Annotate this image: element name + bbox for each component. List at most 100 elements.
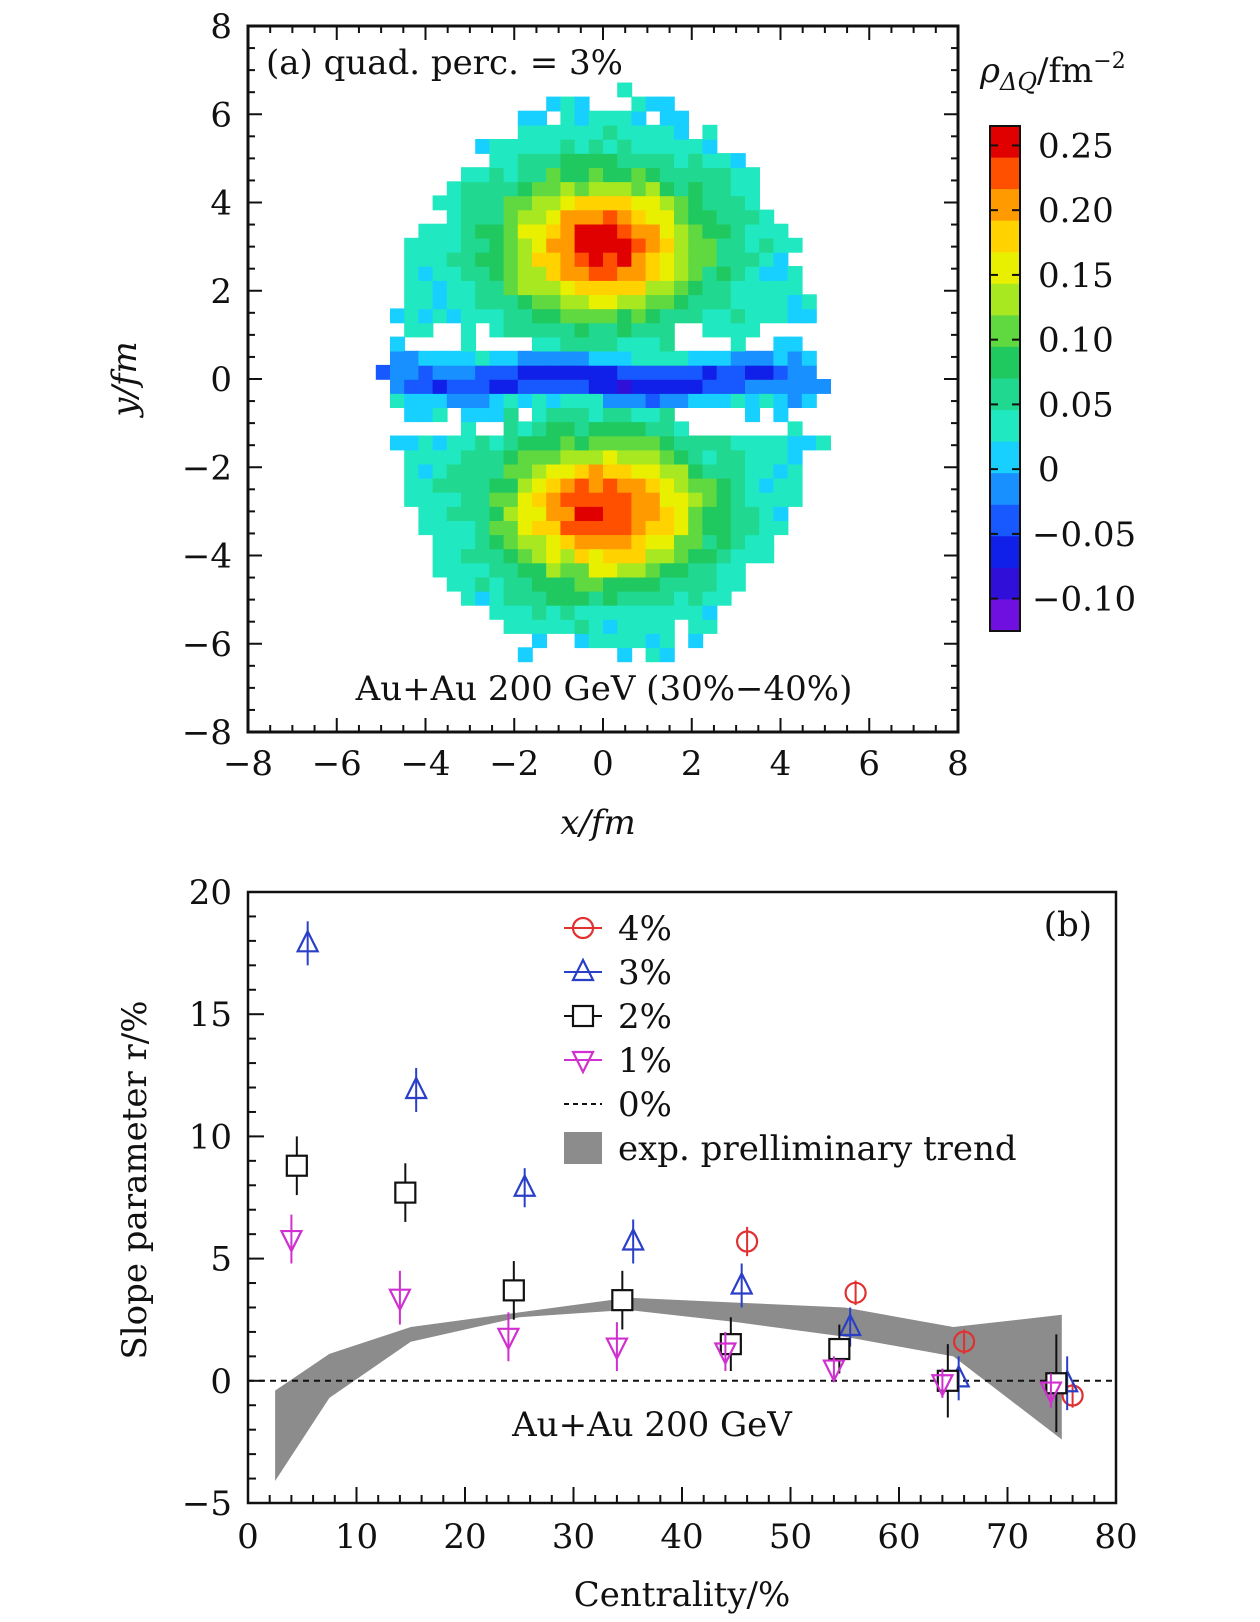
field-cell — [560, 619, 576, 634]
colorbar-tick-label: 0 — [1038, 450, 1060, 490]
field-cell — [730, 520, 746, 536]
field-cell — [631, 195, 647, 211]
field-cell — [716, 534, 732, 550]
field-cell — [489, 181, 505, 197]
field-cell — [659, 167, 675, 183]
field-cell — [603, 181, 618, 197]
field-cell — [588, 520, 604, 536]
field-cell — [560, 520, 576, 536]
field-cell — [588, 237, 604, 253]
field-cell — [759, 350, 775, 366]
field-cell — [503, 251, 519, 267]
field-cell — [560, 379, 576, 394]
colorbar-tick-label: 0.10 — [1038, 321, 1114, 361]
field-cell — [461, 407, 476, 423]
field-cell — [631, 280, 647, 296]
field-cell — [773, 492, 789, 507]
field-cell — [503, 463, 519, 479]
field-cell — [645, 223, 661, 239]
field-cell — [418, 449, 434, 465]
field-cell — [532, 463, 547, 479]
field-cell — [716, 492, 732, 507]
field-cell — [503, 534, 519, 550]
field-cell — [489, 195, 505, 211]
field-cell — [404, 407, 420, 423]
field-cell — [617, 266, 633, 281]
field-cell — [730, 195, 746, 211]
field-cell — [432, 534, 448, 550]
field-cell — [645, 280, 661, 296]
field-cell — [702, 124, 718, 140]
field-cell — [574, 181, 590, 197]
field-cell — [432, 506, 448, 521]
field-cell — [574, 548, 590, 564]
field-cell — [702, 548, 718, 564]
field-cell — [773, 294, 789, 310]
field-cell — [574, 96, 590, 112]
field-cell — [603, 492, 618, 507]
field-cell — [716, 350, 732, 366]
field-cell — [787, 393, 803, 408]
field-cell — [617, 506, 633, 521]
field-cell — [517, 124, 533, 140]
colorbar-segment — [990, 473, 1020, 506]
y-tick-label: 4 — [210, 184, 232, 224]
field-cell — [517, 294, 533, 310]
field-cell — [674, 195, 689, 211]
colorbar-segment — [990, 283, 1020, 316]
field-cell — [446, 463, 462, 479]
field-cell — [631, 294, 647, 310]
field-cell — [688, 209, 704, 225]
field-cell — [560, 492, 576, 507]
y-tick-label: 10 — [189, 1117, 232, 1157]
field-cell — [603, 562, 618, 578]
field-cell — [546, 322, 562, 338]
field-cell — [787, 449, 803, 465]
field-cell — [574, 322, 590, 338]
field-cell — [532, 449, 547, 465]
field-cell — [461, 251, 476, 267]
field-cell — [659, 322, 675, 338]
field-cell — [603, 336, 618, 352]
field-cell — [702, 576, 718, 592]
y-tick-label: 5 — [210, 1240, 232, 1280]
field-cell — [560, 124, 576, 140]
field-cell — [631, 379, 647, 394]
field-cell — [617, 590, 633, 606]
field-cell — [560, 336, 576, 352]
field-cell — [659, 520, 675, 536]
field-cell — [688, 266, 704, 281]
field-cell — [574, 590, 590, 606]
legend-item: 1% — [564, 1041, 672, 1081]
field-cell — [503, 167, 519, 183]
field-cell — [560, 463, 576, 479]
field-cell — [532, 181, 547, 197]
field-cell — [617, 407, 633, 423]
field-cell — [730, 435, 746, 451]
field-cell — [574, 492, 590, 507]
field-cell — [560, 266, 576, 281]
field-cell — [446, 562, 462, 578]
field-cell — [702, 590, 718, 606]
field-cell — [432, 548, 448, 564]
field-cell — [489, 604, 505, 620]
field-cell — [546, 294, 562, 310]
field-cell — [461, 379, 476, 394]
field-cell — [617, 534, 633, 550]
field-cell — [759, 435, 775, 451]
field-cell — [560, 449, 576, 465]
field-cell — [745, 167, 760, 183]
field-cell — [674, 124, 689, 140]
field-cell — [560, 237, 576, 253]
field-cell — [716, 449, 732, 465]
field-cell — [574, 139, 590, 154]
field-cell — [759, 520, 775, 536]
field-cell — [759, 266, 775, 281]
field-cell — [574, 421, 590, 437]
field-cell — [631, 463, 647, 479]
field-cell — [503, 195, 519, 211]
field-cell — [574, 167, 590, 183]
field-cell — [688, 590, 704, 606]
field-cell — [787, 280, 803, 296]
field-cell — [702, 619, 718, 634]
